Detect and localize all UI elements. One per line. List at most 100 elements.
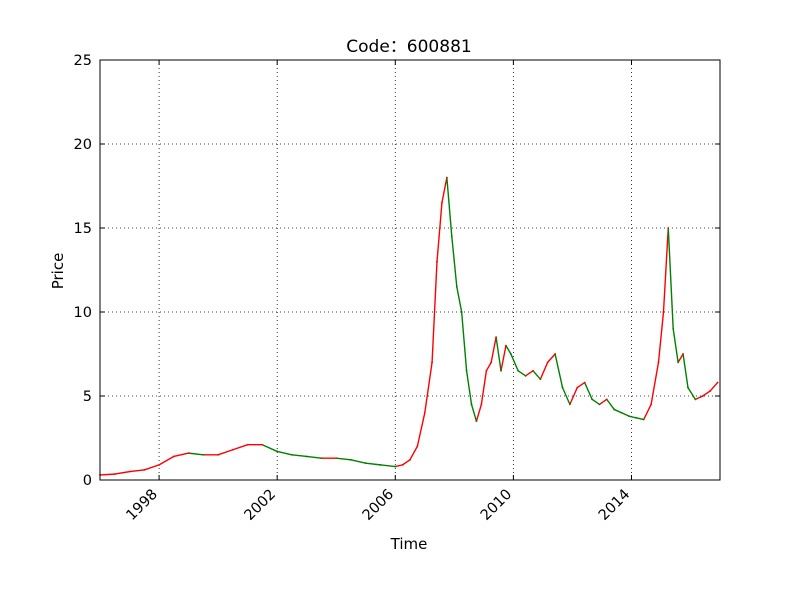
price-point xyxy=(598,403,601,406)
price-point xyxy=(635,416,638,419)
price-point xyxy=(620,411,623,414)
price-segment xyxy=(554,353,564,389)
price-point xyxy=(554,353,556,355)
y-tick-label: 0 xyxy=(83,473,92,489)
price-point xyxy=(495,336,497,339)
price-point xyxy=(561,386,564,389)
price-segment xyxy=(480,370,488,406)
price-segment xyxy=(510,353,519,372)
price-point xyxy=(436,260,438,263)
price-segment xyxy=(524,370,534,377)
price-segment xyxy=(416,412,426,448)
price-segment xyxy=(569,386,578,406)
chart-title: Code：600881 xyxy=(346,37,471,57)
price-point xyxy=(642,418,645,421)
price-segment xyxy=(598,398,608,406)
price-point xyxy=(613,408,616,411)
price-segment xyxy=(424,361,433,414)
price-point xyxy=(485,369,488,372)
price-segment xyxy=(642,403,652,421)
price-segment xyxy=(409,445,419,461)
price-point xyxy=(650,403,653,406)
price-segment xyxy=(606,398,615,411)
price-segment xyxy=(460,311,468,372)
price-segment xyxy=(379,464,396,468)
price-point xyxy=(441,201,443,204)
price-point xyxy=(128,470,131,473)
price-segment xyxy=(677,353,684,364)
price-point xyxy=(409,458,411,461)
price-segment xyxy=(456,286,463,313)
price-point xyxy=(475,420,478,423)
price-segment xyxy=(441,176,448,204)
price-segment xyxy=(500,344,507,372)
price-point xyxy=(576,386,579,389)
price-segment xyxy=(465,370,473,406)
price-segment xyxy=(394,464,404,468)
price-point xyxy=(591,398,594,401)
grid-lines xyxy=(100,60,720,480)
price-point xyxy=(480,403,483,406)
price-segment xyxy=(613,408,623,414)
price-point xyxy=(687,386,689,389)
price-segment xyxy=(335,457,352,461)
price-segment xyxy=(261,444,278,453)
price-point xyxy=(546,361,549,364)
price-point xyxy=(202,453,205,456)
price-segment xyxy=(657,311,665,364)
price-point xyxy=(217,453,219,456)
price-point xyxy=(709,390,712,392)
price-point xyxy=(423,411,426,414)
price-point xyxy=(509,353,512,355)
price-segment xyxy=(667,227,674,330)
price-segment xyxy=(495,336,502,372)
price-series xyxy=(99,176,719,476)
price-point xyxy=(401,463,404,466)
price-segment xyxy=(583,381,593,401)
price-point xyxy=(470,403,473,406)
price-point xyxy=(379,463,382,466)
price-point xyxy=(662,311,665,313)
price-point xyxy=(677,361,680,364)
price-segment xyxy=(561,386,571,406)
price-segment xyxy=(694,395,704,401)
price-segment xyxy=(517,370,527,377)
price-segment xyxy=(546,353,556,364)
price-point xyxy=(231,448,234,451)
plot-frame xyxy=(99,59,721,481)
price-point xyxy=(682,353,684,355)
price-segment xyxy=(650,361,660,406)
price-point xyxy=(455,285,458,288)
price-point xyxy=(716,381,719,384)
price-segment xyxy=(305,455,323,459)
price-segment xyxy=(490,336,497,364)
price-point xyxy=(261,443,264,446)
price-segment xyxy=(532,370,542,380)
price-segment xyxy=(635,417,645,421)
price-point xyxy=(416,445,419,448)
price-segment xyxy=(232,444,249,451)
price-point xyxy=(583,381,586,384)
price-segment xyxy=(401,459,411,466)
price-segment xyxy=(709,381,719,392)
price-segment xyxy=(451,235,458,288)
price-segment xyxy=(173,452,190,458)
price-segment xyxy=(114,470,131,475)
price-segment xyxy=(365,462,382,466)
price-point xyxy=(532,369,534,372)
price-segment xyxy=(158,455,175,466)
price-point xyxy=(500,369,502,372)
price-point xyxy=(172,455,175,458)
y-tick-label: 25 xyxy=(74,53,92,69)
price-point xyxy=(701,395,704,397)
price-point xyxy=(187,452,190,455)
y-tick-label: 15 xyxy=(74,221,92,237)
price-segment xyxy=(687,386,697,401)
price-segment xyxy=(672,328,679,364)
price-segment xyxy=(276,450,293,456)
price-segment xyxy=(143,464,160,471)
price-segment xyxy=(620,412,630,417)
price-point xyxy=(445,176,448,179)
